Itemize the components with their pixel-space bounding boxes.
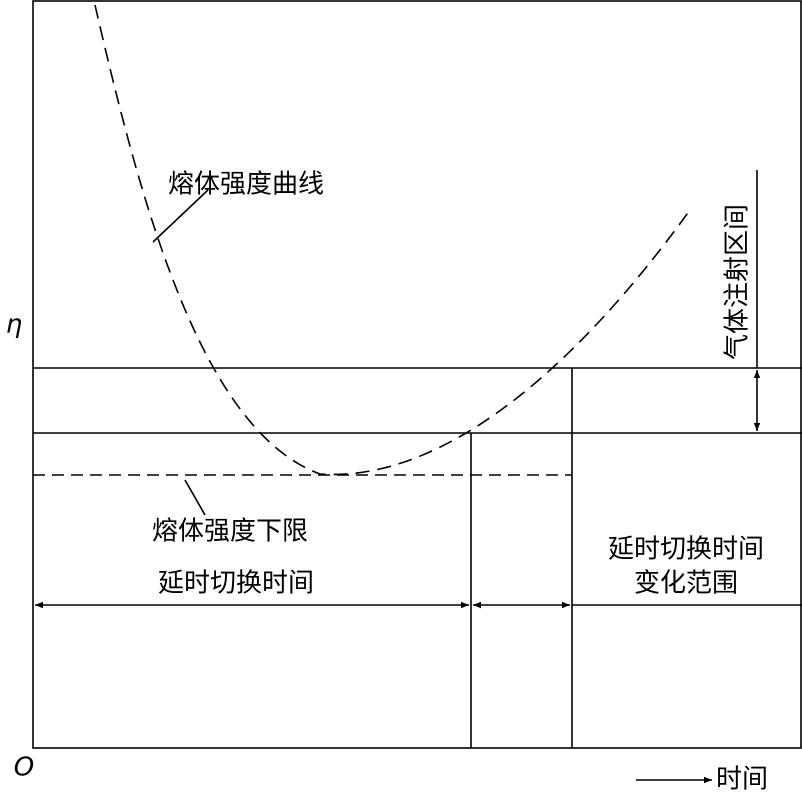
delay-range-label: 延时切换时间: [608, 535, 764, 565]
x-axis-label: 时间: [716, 765, 768, 795]
delay-range-label: 变化范围: [634, 569, 738, 599]
lower-limit-label: 熔体强度下限: [152, 517, 308, 547]
strength-curve: [94, 4, 691, 476]
limit-leader: [184, 479, 206, 516]
frame: [32, 0, 802, 749]
curve-label: 熔体强度曲线: [168, 170, 324, 200]
delay-time-label: 延时切换时间: [158, 569, 314, 599]
curve-leader: [152, 189, 209, 243]
y-axis-label: η: [6, 310, 22, 340]
origin-label: O: [14, 753, 34, 783]
gas-injection-label: 气体注射区间: [723, 204, 753, 360]
